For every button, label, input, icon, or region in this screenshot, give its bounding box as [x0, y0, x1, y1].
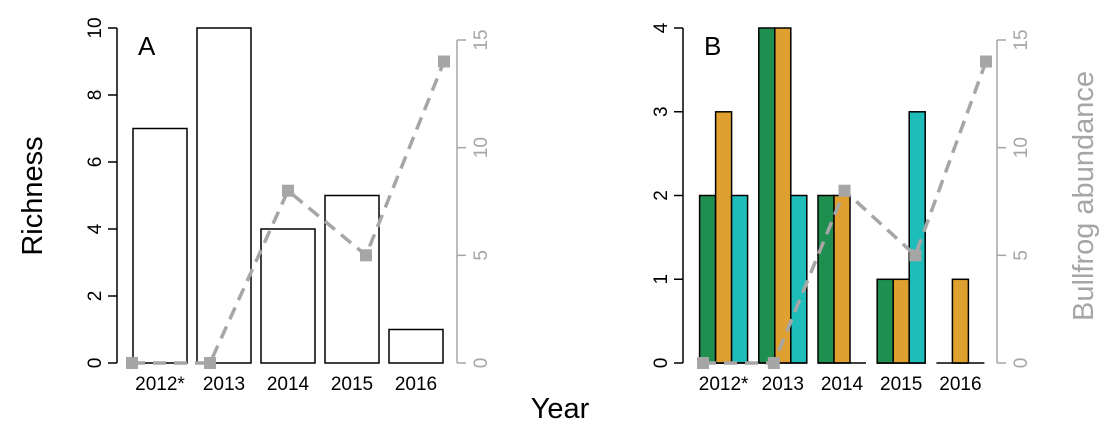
abundance-point — [126, 357, 138, 369]
bar — [833, 194, 851, 364]
panel-a: 2012* 2013 2014 2015 2016 0 2 4 6 8 10 0 5 10 15 A — [85, 17, 492, 395]
x-tick-label: 2016 — [395, 374, 437, 395]
y-tick-label-right: 10 — [1011, 137, 1032, 158]
bar — [817, 194, 835, 364]
abundance-point — [360, 249, 372, 262]
bar — [790, 194, 808, 364]
x-tick-label: 2012* — [135, 374, 185, 395]
x-tick-label: 2012* — [699, 374, 749, 395]
y-tick-label-left: 0 — [651, 358, 672, 369]
y-tick-label-left: 4 — [85, 223, 106, 234]
y-tick-label-right: 10 — [471, 137, 492, 158]
y-axis-title-right: Bullfrog abundance — [1068, 71, 1100, 321]
x-tick-label: 2015 — [331, 374, 373, 395]
x-tick-label: 2013 — [203, 374, 245, 395]
x-tick-label: 2014 — [267, 374, 310, 395]
abundance-point — [767, 357, 780, 369]
y-tick-label-left: 4 — [651, 22, 672, 33]
y-tick-label-right: 5 — [471, 250, 492, 261]
bar — [730, 194, 749, 364]
panel-label: A — [138, 31, 156, 61]
y-tick-label-right: 0 — [1011, 358, 1032, 369]
y-tick-label-left: 6 — [85, 157, 106, 168]
panel-label: B — [704, 31, 721, 61]
y-tick-label-right: 15 — [471, 29, 492, 50]
abundance-point — [204, 357, 216, 369]
bar — [758, 27, 776, 364]
abundance-point — [980, 55, 992, 68]
bar — [908, 111, 926, 364]
bar — [774, 27, 792, 364]
y-tick-label-left: 8 — [85, 90, 106, 101]
x-axis-title: Year — [531, 393, 590, 425]
abundance-point — [697, 357, 709, 369]
y-tick-label-left: 10 — [85, 17, 106, 38]
bar — [196, 27, 252, 364]
y-tick-label-left: 0 — [85, 358, 106, 369]
y-tick-label-left: 2 — [85, 291, 106, 302]
abundance-point — [909, 249, 922, 262]
y-tick-label-left: 2 — [651, 190, 672, 201]
bar — [388, 328, 444, 364]
bar — [260, 228, 316, 364]
y-tick-label-right: 15 — [1011, 29, 1032, 50]
x-tick-label: 2016 — [939, 374, 981, 395]
x-tick-label: 2014 — [821, 374, 864, 395]
bar — [892, 278, 910, 364]
abundance-line — [132, 60, 446, 365]
y-tick-label-right: 5 — [1011, 250, 1032, 261]
bar — [132, 127, 188, 364]
y-axis-title-left: Richness — [17, 136, 49, 255]
abundance-point — [282, 184, 294, 197]
x-tick-label: 2015 — [880, 374, 922, 395]
y-tick-label-left: 3 — [651, 106, 672, 117]
abundance-point — [838, 184, 851, 197]
bar — [324, 194, 380, 364]
y-tick-label-right: 0 — [471, 358, 492, 369]
x-tick-label: 2013 — [762, 374, 804, 395]
bar — [876, 278, 894, 364]
bar — [698, 194, 717, 364]
panel-b: 2012* 2013 2014 2015 2016 0 1 2 3 4 0 5 10 15 B — [651, 22, 1032, 395]
bar — [714, 111, 733, 364]
y-tick-label-left: 1 — [651, 274, 672, 285]
bar — [951, 278, 970, 364]
abundance-point — [438, 55, 450, 68]
